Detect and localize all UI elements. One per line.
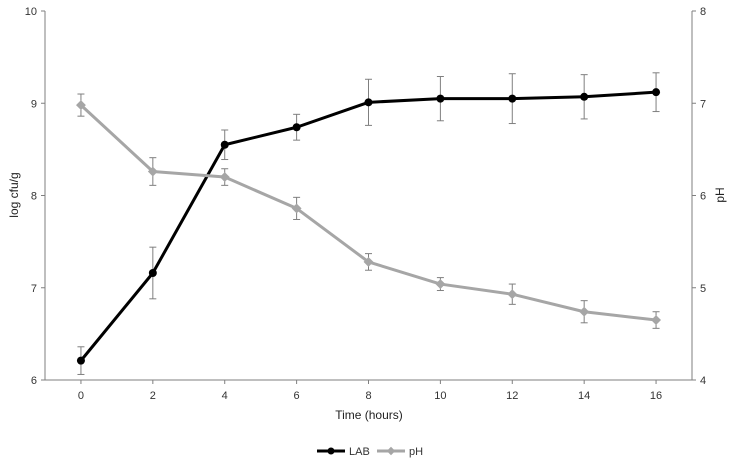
y-tick-left-label: 7 — [31, 283, 37, 295]
legend-lab-label: LAB — [349, 446, 370, 458]
x-tick-label: 12 — [506, 390, 518, 402]
ph-data-point — [291, 203, 302, 214]
lab-data-point — [436, 94, 445, 103]
x-tick-label: 2 — [150, 390, 156, 402]
ph-data-point — [363, 256, 374, 267]
y-axis-title-right: pH — [713, 187, 727, 202]
x-tick-label: 0 — [78, 390, 84, 402]
x-tick-label: 14 — [578, 390, 590, 402]
lab-data-point — [292, 123, 301, 132]
y-tick-right-label: 7 — [700, 98, 706, 110]
y-tick-right-label: 6 — [700, 191, 706, 203]
x-tick-label: 10 — [434, 390, 446, 402]
series-group — [75, 88, 662, 365]
legend: LAB pH — [317, 446, 423, 458]
lab-data-point — [364, 98, 373, 107]
ph-data-point — [579, 306, 590, 317]
lab-data-point — [580, 92, 589, 101]
x-tick-label: 6 — [294, 390, 300, 402]
y-tick-right-label: 8 — [700, 6, 706, 18]
y-tick-left-label: 9 — [31, 98, 37, 110]
ph-data-point — [435, 279, 446, 290]
axes-group — [44, 11, 693, 381]
y-tick-left-label: 6 — [31, 375, 37, 387]
ph-data-point — [651, 315, 662, 325]
legend-ph-label: pH — [409, 446, 423, 458]
lab-data-point — [508, 94, 517, 103]
ph-data-point — [147, 166, 158, 177]
y-tick-right-label: 4 — [700, 375, 706, 387]
lab-series-line — [79, 90, 658, 363]
ph-series-line — [79, 103, 658, 322]
ph-data-point — [75, 100, 86, 111]
legend-lab-marker — [327, 447, 335, 455]
lab-data-point — [220, 140, 229, 149]
x-tick-label: 8 — [365, 390, 371, 402]
legend-ph-marker — [386, 446, 396, 456]
ph-data-point — [219, 172, 230, 182]
y-tick-left-label: 10 — [25, 6, 37, 18]
y-tick-left-label: 8 — [31, 191, 37, 203]
y-axis-title-left: log cfu/g — [7, 172, 21, 217]
x-axis-title: Time (hours) — [335, 408, 403, 422]
lab-data-point — [652, 88, 661, 97]
ticks-group: 6 7 8 9 10 4 5 6 7 8 0 2 4 6 8 10 12 14 16 — [25, 6, 706, 402]
y-tick-right-label: 5 — [700, 283, 706, 295]
lab-data-point — [148, 268, 157, 277]
lab-data-point — [76, 356, 85, 365]
x-tick-label: 4 — [222, 390, 228, 402]
errorbars-group — [77, 72, 660, 375]
x-tick-label: 16 — [650, 390, 662, 402]
ph-data-point — [507, 289, 518, 300]
